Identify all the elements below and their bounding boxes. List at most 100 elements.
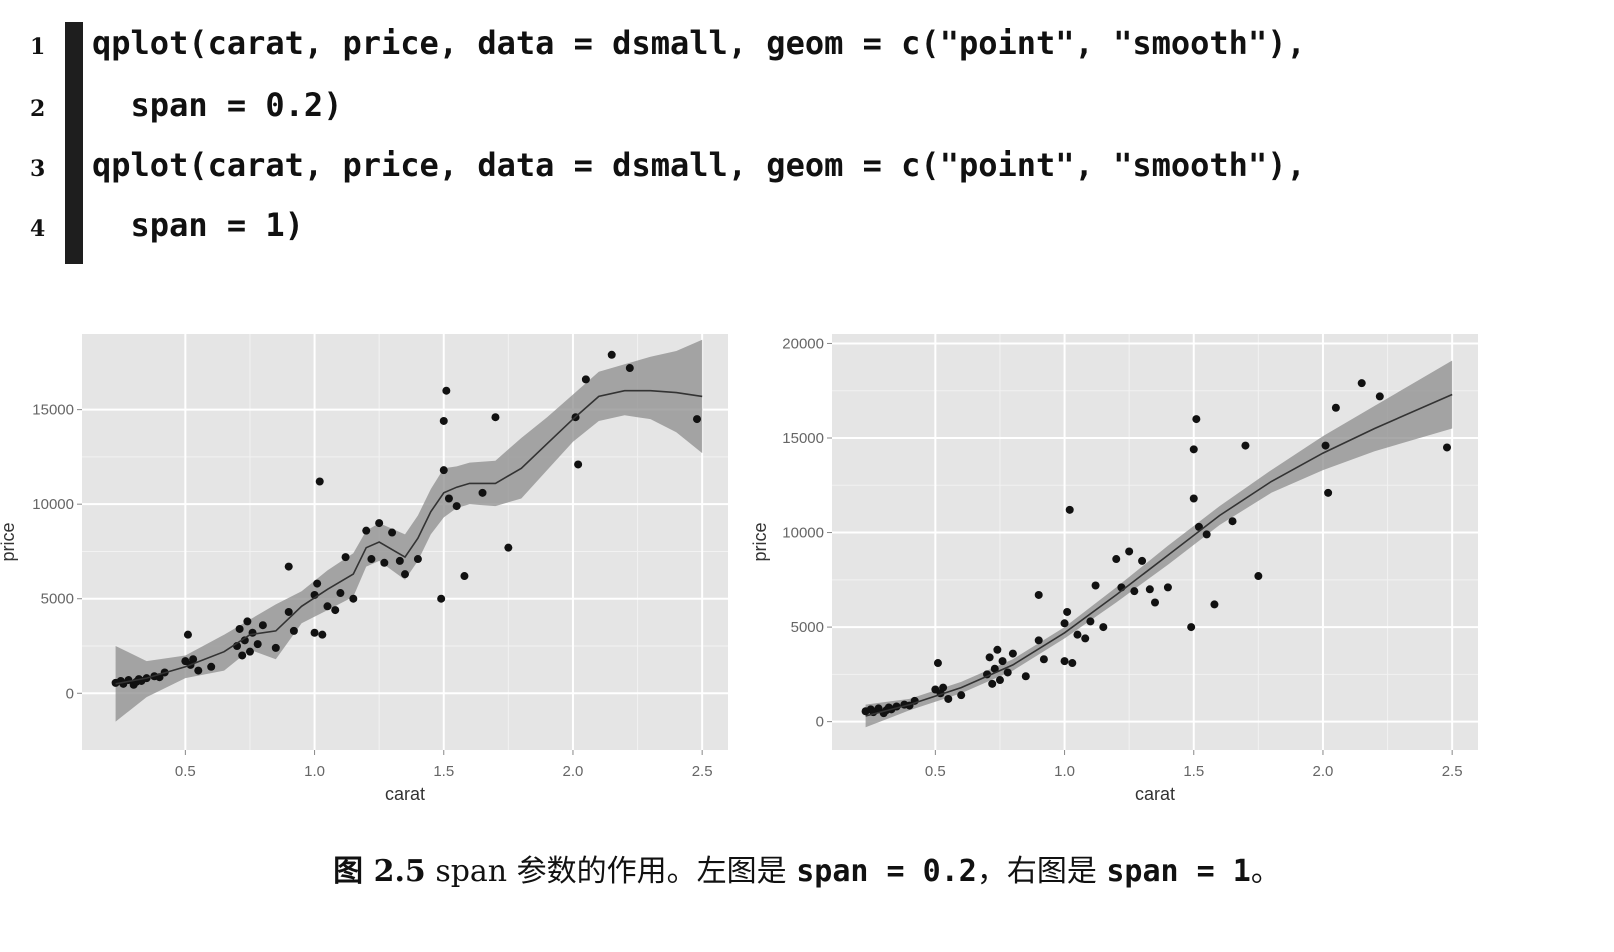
data-point	[284, 562, 293, 571]
caption-code: span = 1	[1106, 854, 1251, 889]
data-point	[1034, 590, 1043, 599]
x-tick-label: 1.5	[433, 763, 454, 780]
code-margin-bar	[65, 22, 83, 264]
data-point	[1210, 600, 1219, 609]
data-point	[990, 664, 999, 673]
chart-span-0-2: 0.5 1.0 1.5 2.0 2.5 0 5000 10000 15000 carat price	[0, 320, 760, 810]
data-point	[253, 640, 262, 649]
data-point	[1189, 445, 1198, 454]
data-point	[194, 666, 203, 675]
confidence-band	[865, 360, 1453, 728]
data-point	[1138, 556, 1147, 565]
caption-code: span = 0.2	[796, 854, 977, 889]
data-point	[413, 555, 422, 564]
y-tick-label: 5000	[41, 591, 74, 608]
y-tick-label: 0	[66, 685, 74, 702]
data-point	[1331, 403, 1340, 412]
data-point	[1189, 494, 1198, 503]
data-point	[442, 386, 451, 395]
data-point	[1099, 623, 1108, 632]
x-tick-label: 0.5	[925, 763, 946, 780]
data-point	[235, 624, 244, 633]
data-point	[1145, 585, 1154, 594]
data-point	[315, 477, 324, 486]
data-point	[1073, 630, 1082, 639]
figure-caption: 图 2.5 span 参数的作用。左图是 span = 0.2，右图是 span…	[0, 846, 1614, 890]
caption-text: ，右图是	[976, 854, 1097, 889]
data-point	[625, 364, 634, 373]
data-point	[1068, 659, 1077, 668]
y-tick-label: 15000	[782, 430, 824, 447]
data-point	[1063, 607, 1072, 616]
data-point	[1060, 619, 1069, 628]
data-point	[367, 555, 376, 564]
data-point	[1125, 547, 1134, 556]
data-point	[362, 526, 371, 535]
code-text: qplot(carat, price, data = dsmall, geom …	[92, 146, 1306, 184]
code-text: qplot(carat, price, data = dsmall, geom …	[92, 24, 1306, 62]
figure-label: 图 2.5	[333, 854, 426, 889]
data-point	[1321, 441, 1330, 450]
data-point	[478, 488, 487, 497]
data-point	[189, 655, 198, 664]
x-tick-label: 2.0	[563, 763, 584, 780]
y-tick-label: 0	[816, 714, 824, 731]
line-number: 3	[30, 156, 46, 182]
data-point	[692, 415, 701, 424]
data-point	[401, 570, 409, 579]
data-point	[504, 543, 513, 552]
data-point	[1060, 657, 1069, 666]
data-point	[380, 558, 389, 567]
x-tick-label: 1.0	[304, 763, 325, 780]
data-point	[1228, 517, 1237, 526]
x-tick-label: 0.5	[175, 763, 196, 780]
data-point	[284, 607, 293, 616]
data-point	[341, 553, 350, 562]
caption-text: 。	[1250, 854, 1281, 889]
data-point	[258, 621, 267, 630]
y-axis-label: price	[750, 522, 770, 561]
line-number: 4	[30, 216, 46, 242]
data-point	[439, 466, 448, 475]
data-point	[1039, 655, 1048, 664]
y-tick-label: 5000	[791, 619, 824, 636]
data-point	[988, 679, 997, 688]
code-text: span = 0.2)	[92, 86, 343, 124]
x-axis-label: carat	[385, 784, 425, 804]
data-point	[318, 630, 327, 639]
data-point	[1375, 392, 1384, 401]
y-tick-label: 20000	[782, 335, 824, 352]
data-point	[574, 460, 583, 469]
data-point	[240, 636, 249, 645]
x-tick-label: 2.5	[1442, 763, 1463, 780]
code-listing: 1 qplot(carat, price, data = dsmall, geo…	[30, 20, 1530, 270]
data-point	[1254, 572, 1263, 581]
data-point	[1163, 583, 1172, 592]
data-point	[313, 579, 322, 588]
chart-svg: 0.5 1.0 1.5 2.0 2.5 0 5000 10000 15000 20000 carat…	[750, 334, 1478, 804]
smooth-line	[865, 393, 1453, 717]
caption-text: span 参数的作用。左图是	[435, 854, 787, 889]
data-point	[1086, 617, 1095, 626]
data-point	[437, 594, 446, 603]
chart-span-1: 0.5 1.0 1.5 2.0 2.5 0 5000 10000 15000 20000 carat…	[750, 320, 1510, 810]
data-point	[1442, 443, 1451, 452]
data-point	[336, 589, 345, 598]
x-tick-label: 1.0	[1054, 763, 1075, 780]
data-point	[1192, 415, 1201, 424]
data-point	[388, 528, 397, 537]
code-text: span = 1)	[92, 206, 304, 244]
y-tick-label: 15000	[32, 402, 74, 419]
x-axis-label: carat	[1135, 784, 1175, 804]
y-axis-label: price	[0, 522, 18, 561]
data-point	[995, 676, 1004, 685]
data-point	[245, 647, 254, 656]
data-point	[395, 556, 404, 565]
line-number: 1	[30, 34, 46, 60]
data-point	[581, 375, 590, 384]
data-point	[243, 617, 252, 626]
plot-panel	[832, 334, 1478, 750]
data-point	[460, 572, 469, 581]
y-tick-label: 10000	[32, 496, 74, 513]
data-point	[183, 630, 192, 639]
